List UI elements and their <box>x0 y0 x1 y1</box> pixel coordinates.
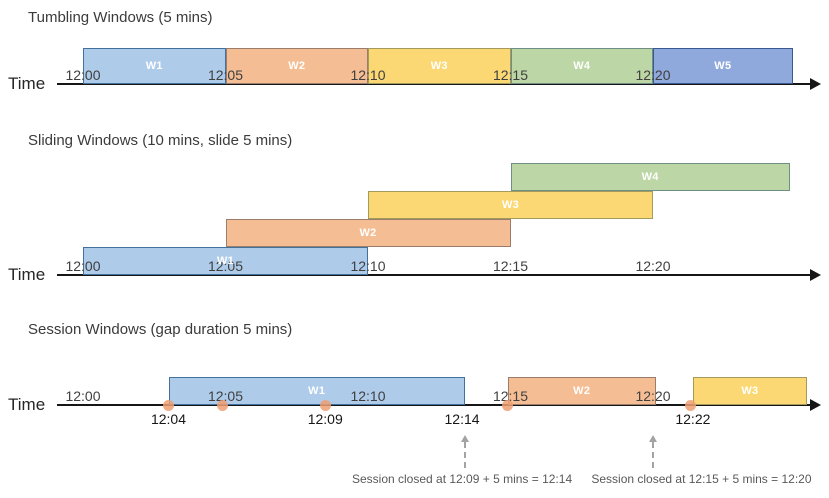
event-time-label: 12:14 <box>444 411 480 427</box>
window-box-w3: W3 <box>368 48 511 84</box>
section-title: Session Windows (gap duration 5 mins) <box>28 321 293 338</box>
window-box-w1: W1 <box>83 48 226 84</box>
time-axis <box>57 83 810 85</box>
time-axis-label: Time <box>8 74 46 93</box>
time-axis <box>57 404 810 406</box>
event-time-label: 12:22 <box>675 411 711 427</box>
axis-tick-label: 12:15 <box>492 67 529 83</box>
window-box-w3: W3 <box>692 377 807 405</box>
window-box-w2: W2 <box>225 219 511 247</box>
window-box-w2: W2 <box>225 48 368 84</box>
event-marker-icon <box>163 399 174 411</box>
window-label: W1 <box>145 60 163 72</box>
axis-tick-label: 12:00 <box>65 388 101 404</box>
section-title: Sliding Windows (10 mins, slide 5 mins) <box>28 132 293 149</box>
axis-tick-label: 12:10 <box>350 67 386 83</box>
event-time-label: 12:04 <box>150 411 187 427</box>
axis-tick-label: 12:15 <box>492 258 529 274</box>
event-marker-icon <box>319 399 331 411</box>
session-close-arrow-stem <box>652 442 654 468</box>
window-box-w1: W1 <box>83 247 368 275</box>
time-axis-label: Time <box>8 265 46 284</box>
axis-tick-label: 12:20 <box>635 67 671 83</box>
window-label: W5 <box>714 60 732 72</box>
window-box-w4: W4 <box>510 163 790 191</box>
session-close-annotation: Session closed at 12:09 + 5 mins = 12:14 <box>351 472 573 486</box>
axis-tick-label: 12:20 <box>635 388 671 404</box>
event-time-label: 12:09 <box>307 411 343 427</box>
session-close-annotation: Session closed at 12:15 + 5 mins = 12:20 <box>591 472 812 486</box>
session-close-arrow-stem <box>463 442 466 468</box>
window-box-w1: W1 <box>168 377 465 405</box>
window-label: W3 <box>501 199 520 211</box>
axis-tick-label: 12:10 <box>350 388 386 404</box>
window-label: W3 <box>430 60 448 72</box>
window-label: W1 <box>216 255 235 267</box>
window-label: W4 <box>641 171 659 183</box>
window-label: W2 <box>359 227 377 239</box>
time-axis <box>57 274 810 276</box>
axis-tick-label: 12:00 <box>65 67 101 83</box>
axis-arrowhead-icon <box>810 269 821 281</box>
window-box-w5: W5 <box>653 48 793 84</box>
axis-tick-label: 12:20 <box>635 258 671 274</box>
session-close-arrow-icon <box>460 435 469 442</box>
axis-arrowhead-icon <box>810 78 821 90</box>
window-label: W1 <box>308 385 326 397</box>
time-axis-label: Time <box>8 395 46 414</box>
window-label: W2 <box>573 385 591 397</box>
section-title: Tumbling Windows (5 mins) <box>28 9 213 26</box>
window-box-w3: W3 <box>368 191 653 219</box>
axis-tick-label: 12:05 <box>207 388 244 404</box>
axis-tick-label: 12:05 <box>207 258 244 274</box>
window-label: W3 <box>741 385 759 397</box>
event-marker-icon <box>684 399 696 411</box>
window-box-w2: W2 <box>507 377 656 405</box>
window-label: W4 <box>573 60 591 72</box>
axis-arrowhead-icon <box>810 399 821 411</box>
axis-tick-label: 12:10 <box>350 258 386 274</box>
event-marker-icon <box>502 399 514 411</box>
event-marker-icon <box>217 399 229 411</box>
window-box-w4: W4 <box>510 48 653 84</box>
session-close-arrow-icon <box>649 435 657 442</box>
axis-tick-label: 12:15 <box>492 388 529 404</box>
window-label: W2 <box>288 60 306 72</box>
axis-tick-label: 12:00 <box>65 258 101 274</box>
axis-tick-label: 12:05 <box>207 67 244 83</box>
